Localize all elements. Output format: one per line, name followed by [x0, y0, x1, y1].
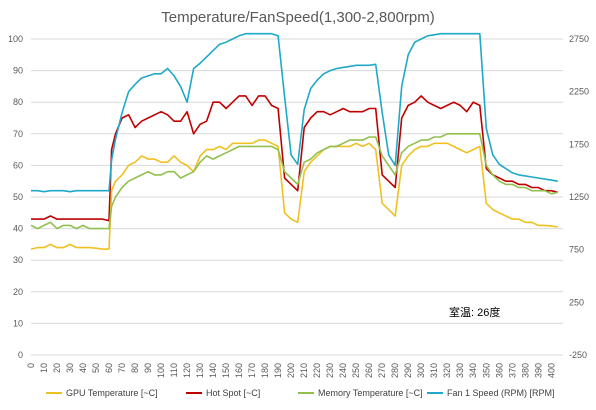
x-axis-tick-label: 270 — [377, 363, 387, 378]
left-axis-tick-label: 90 — [13, 66, 23, 76]
left-axis-tick-label: 20 — [13, 287, 23, 297]
legend: GPU Temperature [~C] Hot Spot [~C] Memory … — [46, 388, 555, 398]
legend-label: Memory Temperature [~C] — [318, 388, 423, 398]
x-axis-tick-label: 70 — [117, 363, 127, 373]
x-axis-tick-label: 100 — [156, 363, 166, 378]
left-axis-tick-label: 60 — [13, 160, 23, 170]
x-axis-tick-label: 170 — [247, 363, 257, 378]
x-axis-tick-label: 40 — [78, 363, 88, 373]
right-axis-tick-label: 1750 — [569, 139, 589, 149]
x-axis-tick-label: 180 — [260, 363, 270, 378]
x-axis-tick-label: 140 — [208, 363, 218, 378]
left-axis-ticks: 0 10 20 30 40 50 60 70 80 90 100 — [8, 34, 23, 360]
right-axis-tick-label: 1250 — [569, 192, 589, 202]
chart-title: Temperature/FanSpeed(1,300-2,800rpm) — [161, 9, 435, 26]
room-temperature-annotation: 室温: 26度 — [449, 305, 500, 319]
x-axis-tick-label: 370 — [507, 363, 517, 378]
x-axis-ticks: 0 10 20 30 40 50 60 70 80 90 100 110 120 130 140 150 160… — [26, 363, 556, 378]
left-axis-tick-label: 80 — [13, 97, 23, 107]
legend-label: Hot Spot [~C] — [206, 388, 260, 398]
left-axis-tick-label: 10 — [13, 318, 23, 328]
x-axis-tick-label: 230 — [325, 363, 335, 378]
x-axis-tick-label: 240 — [338, 363, 348, 378]
left-axis-tick-label: 70 — [13, 129, 23, 139]
x-axis-tick-label: 110 — [169, 363, 179, 377]
x-axis-tick-label: 260 — [364, 363, 374, 378]
x-axis-tick-label: 10 — [39, 363, 49, 373]
right-axis-tick-label: 2750 — [569, 34, 589, 44]
legend-label: Fan 1 Speed (RPM) [RPM] — [447, 388, 555, 398]
x-axis-tick-label: 290 — [403, 363, 413, 378]
gridlines — [31, 38, 563, 356]
left-axis-tick-label: 50 — [13, 192, 23, 202]
series-line — [31, 32, 558, 193]
x-axis-tick-label: 350 — [481, 363, 491, 378]
x-axis-tick-label: 390 — [533, 363, 543, 378]
right-axis-ticks: -250 250 750 1250 1750 2250 2750 — [569, 34, 589, 360]
x-axis-tick-label: 190 — [273, 363, 283, 378]
x-axis-tick-label: 130 — [195, 363, 205, 378]
right-axis-tick-label: 2250 — [569, 87, 589, 97]
x-axis-tick-label: 250 — [351, 363, 361, 378]
x-axis-tick-label: 50 — [91, 363, 101, 373]
right-axis-tick-label: -250 — [569, 350, 587, 360]
x-axis-tick-label: 220 — [312, 363, 322, 378]
x-axis-tick-label: 150 — [221, 363, 231, 378]
x-axis-tick-label: 300 — [416, 363, 426, 378]
x-axis-tick-label: 210 — [299, 363, 309, 378]
x-axis-tick-label: 310 — [429, 363, 439, 378]
left-axis-tick-label: 0 — [18, 350, 23, 360]
x-axis-tick-label: 330 — [455, 363, 465, 378]
x-axis-tick-label: 160 — [234, 363, 244, 378]
legend-label: GPU Temperature [~C] — [66, 388, 158, 398]
x-axis-tick-label: 90 — [143, 363, 153, 373]
left-axis-tick-label: 30 — [13, 255, 23, 265]
x-axis-tick-label: 120 — [182, 363, 192, 378]
x-axis-tick-label: 60 — [104, 363, 114, 373]
x-axis-tick-label: 200 — [286, 363, 296, 378]
x-axis-tick-label: 340 — [468, 363, 478, 378]
series-lines — [30, 32, 558, 250]
x-axis-tick-label: 400 — [546, 363, 556, 378]
x-axis-tick-label: 280 — [390, 363, 400, 378]
series-line — [30, 133, 558, 230]
x-axis-tick-label: 80 — [130, 363, 140, 373]
series-line — [31, 95, 558, 222]
x-axis-tick-label: 360 — [494, 363, 504, 378]
x-axis-tick-label: 380 — [520, 363, 530, 378]
right-axis-tick-label: 750 — [569, 245, 584, 255]
x-axis-tick-label: 320 — [442, 363, 452, 378]
x-axis-tick-label: 30 — [65, 363, 75, 373]
right-axis-tick-label: 250 — [569, 297, 584, 307]
left-axis-tick-label: 100 — [8, 34, 23, 44]
x-axis-tick-label: 20 — [52, 363, 62, 373]
left-axis-tick-label: 40 — [13, 224, 23, 234]
series-line — [30, 139, 558, 250]
x-axis-tick-label: 0 — [26, 363, 36, 368]
